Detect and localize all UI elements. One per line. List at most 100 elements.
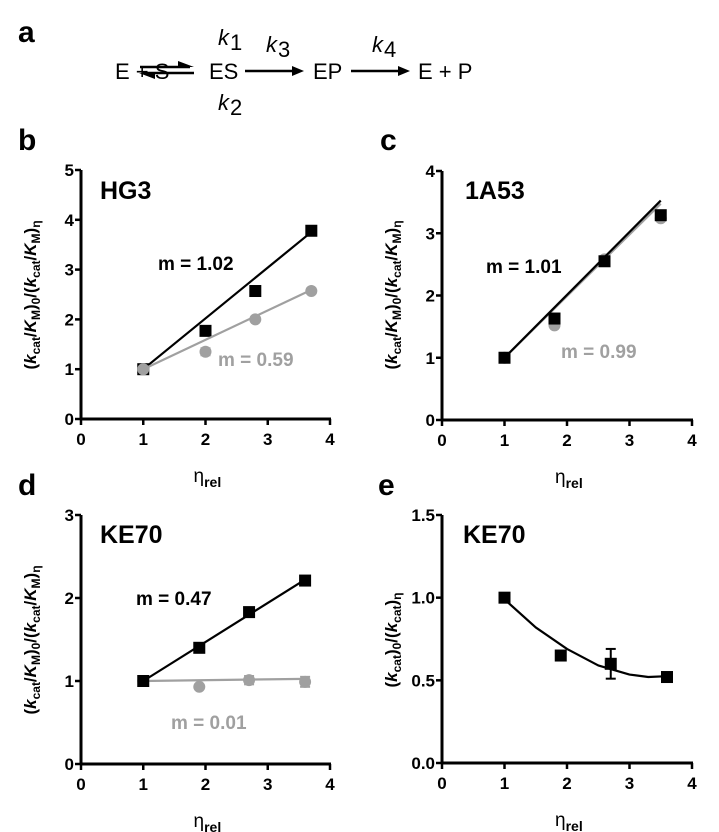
y-tick-label: 1 <box>65 672 74 691</box>
y-tick-label: 3 <box>65 506 74 525</box>
y-tick-label: 2 <box>426 287 435 306</box>
y-tick-label: 1.0 <box>411 589 435 608</box>
svg-text:2: 2 <box>230 95 242 120</box>
fit-line-gray <box>142 288 312 371</box>
chart-panel-c: c 1A53 0 1 2 3 4 0 1 2 3 4 ηrel (kcat/KM)0/(kcat/KM)η… <box>380 124 697 491</box>
forward-arrow-icon-k3 <box>245 66 304 76</box>
slope-annotation-black: m = 1.01 <box>486 257 562 278</box>
y-tick-label: 0 <box>65 755 74 774</box>
data-point-circle <box>193 680 206 693</box>
data-point-square <box>243 606 256 619</box>
eta-symbol: η <box>555 810 566 831</box>
fit-line-black <box>142 231 313 371</box>
eta-subscript: rel <box>204 474 221 490</box>
y-tick-label: 2 <box>65 589 74 608</box>
data-point-square <box>299 574 312 587</box>
x-axis-label: ηrel <box>555 467 583 491</box>
slope-annotation-gray: m = 0.01 <box>171 713 247 734</box>
eta-symbol: η <box>194 466 205 487</box>
x-tick-label: 0 <box>76 775 85 794</box>
panel-label-b: b <box>18 124 36 157</box>
svg-text:3: 3 <box>278 37 290 62</box>
fit-curve-black <box>503 598 668 679</box>
series-gray: m = 0.59 <box>137 285 318 376</box>
y-tick-label: 2 <box>65 310 74 329</box>
x-tick-label: 1 <box>500 774 509 793</box>
fit-line-gray <box>143 677 306 683</box>
eta-symbol: η <box>194 811 205 832</box>
x-tick-label: 4 <box>687 431 697 450</box>
species-e-plus-s: E + S <box>115 59 169 84</box>
x-tick-label: 1 <box>139 430 148 449</box>
svg-text:k: k <box>218 25 230 50</box>
x-tick-label: 3 <box>263 775 272 794</box>
species-es: ES <box>209 59 238 84</box>
data-point-square <box>554 649 567 662</box>
y-axis-label: (kcat/KM)0/(kcat/KM)η <box>21 565 43 714</box>
data-point-circle <box>305 285 318 298</box>
x-tick-label: 3 <box>625 774 634 793</box>
x-tick-label: 0 <box>437 431 446 450</box>
forward-arrow-icon-k4 <box>351 66 410 76</box>
series-black: m = 0.47 <box>136 574 312 687</box>
y-tick-label: 0 <box>65 410 74 429</box>
x-tick-label: 1 <box>500 431 509 450</box>
data-point-square <box>249 285 262 298</box>
y-tick-label: 1 <box>65 360 74 379</box>
panel-label-d: d <box>18 469 36 502</box>
x-tick-label: 2 <box>562 774 571 793</box>
y-tick-label: 0.0 <box>411 754 435 773</box>
y-tick-label: 4 <box>426 162 436 181</box>
svg-text:k: k <box>266 32 278 57</box>
slope-annotation-black: m = 1.02 <box>158 254 234 275</box>
x-axis-label: ηrel <box>194 466 222 490</box>
chart-title: KE70 <box>463 521 526 549</box>
y-tick-label: 3 <box>426 224 435 243</box>
series-gray: m = 0.01 <box>137 674 312 734</box>
data-point-square <box>193 641 206 654</box>
data-point-square <box>548 312 561 325</box>
data-point-square <box>305 224 318 237</box>
x-tick-label: 2 <box>201 775 210 794</box>
svg-text:4: 4 <box>384 37 396 62</box>
x-axis-label: ηrel <box>555 810 583 832</box>
equilibrium-arrow-icon <box>139 61 194 79</box>
x-tick-label: 3 <box>625 431 634 450</box>
eta-subscript: rel <box>566 475 583 491</box>
x-tick-label: 1 <box>139 775 148 794</box>
slope-annotation-gray: m = 0.99 <box>561 342 637 363</box>
x-tick-label: 3 <box>263 430 272 449</box>
panel-label-c: c <box>380 124 397 157</box>
y-tick-label: 5 <box>65 161 74 180</box>
data-point-square <box>199 324 212 337</box>
data-point-circle <box>299 675 312 688</box>
x-axis-label: ηrel <box>194 811 222 832</box>
x-tick-label: 0 <box>437 774 446 793</box>
data-point-circle <box>249 313 262 326</box>
data-point-square <box>498 591 511 604</box>
data-point-square <box>598 255 611 268</box>
y-axis-label: (kcat/KM)0/(kcat/KM)η <box>382 220 404 369</box>
chart-title: 1A53 <box>465 177 525 205</box>
chart-panel-b: b HG3 0 1 2 3 4 0 1 2 3 4 5 ηrel (kcat/KM)0/(kcat/KM)η… <box>18 124 335 490</box>
data-point-circle <box>137 363 150 376</box>
y-tick-label: 1.5 <box>411 506 435 525</box>
eta-subscript: rel <box>566 818 583 832</box>
panel-label-e: e <box>378 469 395 502</box>
y-tick-label: 4 <box>65 211 75 230</box>
svg-text:1: 1 <box>230 30 242 55</box>
chart-title: KE70 <box>100 521 163 549</box>
y-tick-label: 1 <box>426 349 435 368</box>
species-e-plus-p: E + P <box>418 59 472 84</box>
data-point-square <box>661 671 673 684</box>
x-tick-label: 0 <box>76 430 85 449</box>
data-point-circle <box>243 674 256 687</box>
